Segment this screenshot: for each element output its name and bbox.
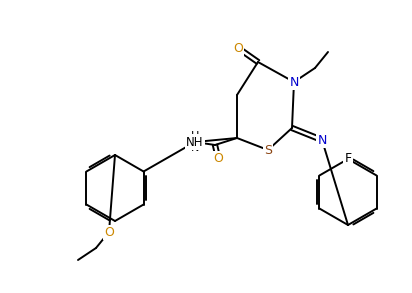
Text: O: O — [104, 226, 114, 239]
Text: O: O — [213, 151, 223, 164]
Text: O: O — [233, 42, 243, 54]
Text: N: N — [317, 134, 327, 146]
Text: N: N — [289, 76, 299, 88]
Text: F: F — [344, 152, 351, 166]
Text: NH: NH — [186, 135, 204, 149]
Text: S: S — [264, 144, 272, 156]
Text: H
N: H N — [191, 131, 199, 153]
